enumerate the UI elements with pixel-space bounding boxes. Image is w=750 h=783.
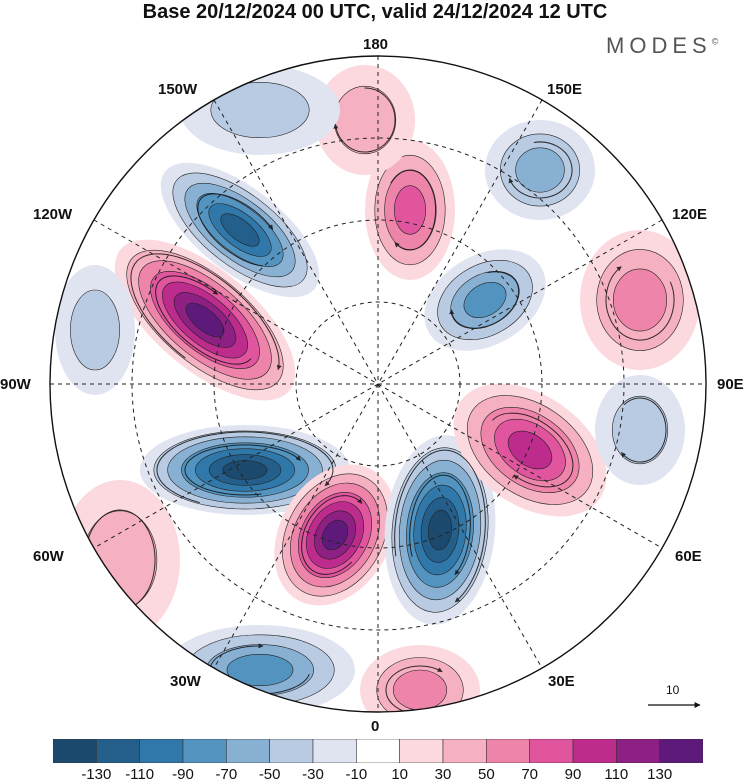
wind-streamline — [333, 87, 396, 153]
colorbar-tick-label: 30 — [434, 766, 452, 783]
positive-anomaly-contour — [507, 430, 553, 470]
positive-anomaly-contour — [185, 302, 225, 338]
wind-streamline — [385, 665, 444, 712]
positive-anomaly-contour — [393, 185, 426, 235]
lon-label-90e: 90E — [717, 376, 744, 393]
colorbar-tick-label: 70 — [521, 766, 538, 783]
colorbar-tick-label: 130 — [647, 766, 673, 783]
map-title: Base 20/12/2024 00 UTC, valid 24/12/2024… — [142, 1, 608, 23]
lon-label-150w: 150W — [158, 81, 198, 98]
colorbar — [53, 739, 703, 763]
colorbar-cell — [486, 739, 530, 763]
colorbar-tick-label: -90 — [172, 766, 194, 783]
wind-streamline — [130, 253, 282, 371]
colorbar-tick-label: -10 — [345, 766, 368, 783]
colorbar-cell — [312, 739, 357, 763]
lon-label-30e: 30E — [548, 673, 575, 690]
lon-label-120e: 120E — [672, 206, 708, 223]
wind-streamline — [508, 141, 573, 199]
colorbar-tick-label: 10 — [391, 766, 408, 783]
lon-label-60w: 60W — [33, 548, 64, 565]
lon-label-150e: 150E — [547, 81, 583, 98]
wind-streamline — [390, 169, 437, 251]
wind-streamline — [197, 193, 274, 267]
reference-vector-label: 10 — [666, 683, 680, 697]
negative-anomaly-contour — [515, 147, 565, 193]
negative-anomaly-contour — [220, 213, 260, 247]
wind-streamline — [155, 275, 252, 365]
lon-label-30w: 30W — [170, 673, 201, 690]
colorbar-tick-label: -30 — [302, 766, 324, 783]
negative-anomaly-contour — [611, 395, 668, 465]
wind-streamline — [394, 449, 486, 603]
colorbar-tick-label: 90 — [564, 766, 582, 783]
negative-anomaly-contour — [463, 282, 507, 318]
negative-anomaly-contour — [210, 82, 310, 139]
lon-label-120w: 120W — [33, 206, 73, 223]
colorbar-cell — [139, 739, 184, 763]
wind-streamline — [156, 431, 334, 504]
colorbar-cell — [269, 739, 314, 763]
wind-streamline — [409, 474, 471, 575]
lon-label-90w: 90W — [0, 376, 31, 393]
wind-streamline — [605, 266, 675, 341]
colorbar-tick-label: -70 — [215, 766, 238, 783]
wind-streamline — [621, 397, 667, 463]
negative-anomaly-contour — [428, 509, 452, 551]
graticule — [50, 56, 706, 712]
colorbar-cell — [442, 739, 487, 763]
positive-anomaly-contour — [333, 85, 397, 155]
positive-anomaly-contour — [392, 669, 447, 711]
colorbar-cell — [356, 739, 400, 763]
negative-anomaly-contour — [70, 289, 120, 371]
colorbar-tick-label: -50 — [258, 766, 281, 783]
colorbar-cell — [226, 739, 270, 763]
positive-anomaly-contour — [321, 519, 349, 551]
colorbar-tick-label: -130 — [81, 766, 112, 783]
wind-streamline — [85, 509, 156, 613]
wind-streamline — [449, 271, 520, 329]
colorbar-tick-label: 110 — [604, 766, 629, 783]
colorbar-cell — [659, 739, 703, 763]
colorbar-cell — [96, 739, 140, 763]
wind-streamline — [491, 412, 574, 488]
colorbar-cell — [616, 739, 660, 763]
lon-label-60e: 60E — [675, 548, 702, 565]
negative-anomaly-contour — [226, 653, 294, 686]
colorbar-tick-label: -110 — [125, 766, 155, 783]
colorbar-cell — [529, 739, 574, 763]
colorbar-cell — [53, 739, 97, 763]
colorbar-cell — [572, 739, 617, 763]
anomaly-field — [50, 56, 706, 712]
lon-label-0: 0 — [371, 718, 380, 735]
colorbar-cell — [399, 739, 444, 763]
colorbar-tick-label: 50 — [477, 766, 495, 783]
colorbar-cell — [182, 739, 227, 763]
wind-streamline — [184, 444, 301, 496]
wind-streamline — [301, 495, 363, 575]
map-boundary — [49, 55, 707, 713]
brand-logo: MODES© — [606, 33, 719, 58]
positive-anomaly-contour — [612, 268, 667, 332]
lon-label-180: 180 — [363, 36, 389, 53]
